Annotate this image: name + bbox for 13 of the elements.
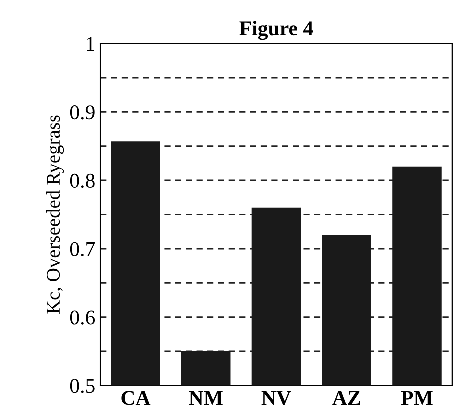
y-tick-label: 0.9 xyxy=(70,106,95,120)
y-tick-label: 0.5 xyxy=(70,379,95,394)
x-tick-label: CA xyxy=(122,391,151,406)
x-tick-label: AZ xyxy=(332,391,360,406)
x-tick-label: NV xyxy=(262,391,292,406)
y-tick-label: 0.8 xyxy=(70,174,95,188)
y-tick-label: 1 xyxy=(87,37,94,52)
x-tick-label: NM xyxy=(189,391,223,406)
chart-title: Figure 4 xyxy=(240,20,314,40)
y-axis-title: Kc, Overseeded Ryegrass xyxy=(46,116,64,314)
y-tick-label: 0.6 xyxy=(70,310,96,325)
x-tick-label: PM xyxy=(401,391,433,406)
y-tick-label: 0.7 xyxy=(70,242,96,256)
